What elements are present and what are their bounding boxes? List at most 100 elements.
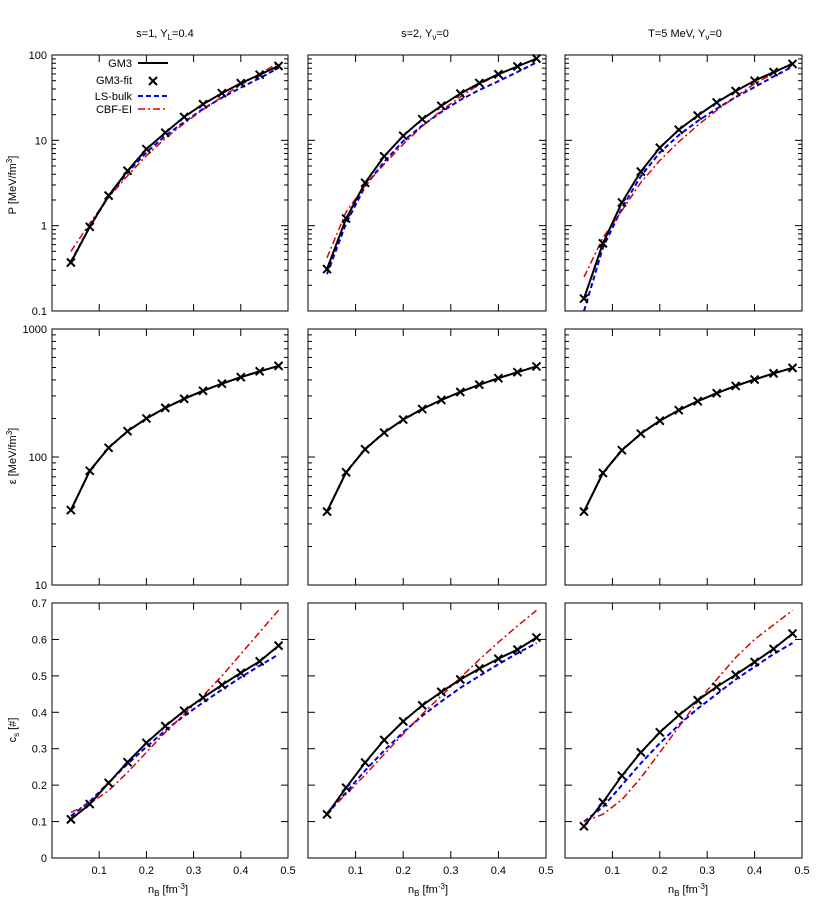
gm3-fit-marker — [198, 99, 208, 109]
gm3-fit-marker — [141, 144, 152, 154]
gm3-fit-marker — [85, 799, 95, 809]
panel-frame — [307, 602, 547, 859]
gm3-fit-marker — [693, 396, 703, 406]
gm3-fit-marker — [198, 693, 208, 703]
gm3-fit-marker — [674, 125, 684, 135]
x-tick-label: 0.2 — [139, 865, 154, 877]
gm3-fit-marker — [512, 61, 523, 72]
y-axis-label-sound-speed: cs [#] — [7, 718, 21, 743]
y-tick-label: 100 — [29, 50, 47, 62]
series-line-gm3 — [70, 644, 280, 821]
series-group — [69, 364, 279, 511]
gm3-fit-marker — [217, 680, 227, 690]
gm3-fit-marker — [417, 114, 427, 124]
series-line-cbf-ei — [326, 58, 537, 259]
series-line-cbf-ei — [70, 365, 279, 511]
series-line-ls-bulk — [69, 364, 279, 511]
x-tick-label: 0.5 — [794, 865, 809, 877]
series-group — [326, 609, 538, 815]
gm3-fit-marker — [674, 710, 684, 720]
series-line-gm3 — [69, 364, 279, 511]
y-tick-label: 0 — [41, 853, 47, 865]
series-line-cbf-ei — [326, 609, 537, 814]
gm3-fit-marker — [322, 506, 332, 517]
y-tick-label: 1000 — [23, 324, 47, 336]
gm3-fit-marker — [617, 197, 627, 208]
series-line-ls-bulk — [326, 61, 537, 275]
gm3-fit-marker — [749, 374, 760, 385]
gm3-fit-marker — [273, 61, 284, 71]
panel-r2-c1: 10 100 1000 — [23, 324, 289, 592]
y-axis-label-pressure: P [MeV/fm3] — [5, 156, 19, 215]
x-tick-label: 0.1 — [605, 865, 620, 877]
series-group — [70, 609, 280, 821]
x-tick-label: 0.4 — [747, 865, 762, 877]
x-axis-label-col1: nB [fm-3] — [148, 882, 188, 898]
panel-frame — [564, 54, 803, 312]
panel-frame — [51, 602, 289, 859]
column-title-1: s=1, YL=0.4 — [136, 28, 193, 42]
series-group — [583, 366, 793, 512]
gm3-fit-marker — [674, 405, 684, 415]
panel-r3-c3: 0.1 0.2 0.3 0.4 0.5 — [564, 602, 810, 877]
gm3-fit-marker — [341, 467, 351, 477]
x-tick-label: 0.3 — [700, 865, 715, 877]
gm3-fit-marker — [322, 809, 332, 819]
legend: GM3 GM3-fit LS-bulk CBF-EI — [95, 58, 168, 116]
gm3-fit-marker — [455, 674, 466, 685]
y-tick-label: 0.5 — [32, 671, 47, 683]
gm3-fit-marker — [254, 366, 265, 377]
gm3-fit-marker — [236, 668, 246, 678]
x-tick-label: 0.2 — [396, 865, 411, 877]
gm3-fit-marker — [617, 445, 627, 455]
gm3-fit-marker — [379, 427, 389, 438]
gm3-fit-marker — [236, 78, 246, 88]
x-tick-label: 0.3 — [186, 865, 201, 877]
x-tick-label: 0.4 — [491, 865, 506, 877]
gm3-fit-marker — [417, 700, 427, 711]
gm3-fit-marker — [617, 770, 627, 781]
x-tick-label: 0.5 — [280, 865, 295, 877]
gm3-fit-marker — [787, 363, 798, 373]
gm3-fit-marker — [474, 78, 485, 88]
x-tick-label: 0.1 — [348, 865, 363, 877]
gm3-fit-marker — [531, 53, 542, 64]
panel-r1-c1: 0.1 1 10 100 — [29, 50, 289, 318]
series-group — [583, 62, 793, 311]
gm3-fit-marker — [655, 142, 665, 153]
gm3-fit-marker — [122, 426, 133, 436]
gm3-fit-marker — [636, 166, 646, 177]
x-tick-label: 0.2 — [652, 865, 667, 877]
gm3-fit-marker — [379, 735, 389, 745]
gm3-fit-marker — [141, 413, 152, 424]
gm3-fit-marker — [66, 257, 76, 268]
gm3-fit-marker — [85, 222, 95, 232]
gm3-fit-marker — [474, 380, 485, 390]
gm3-fit-marker — [598, 238, 608, 249]
gm3-fit-marker — [474, 663, 485, 674]
panel-r3-c2: 0.1 0.2 0.3 0.4 0.5 — [307, 602, 554, 877]
series-line-cbf-ei — [583, 62, 793, 278]
gm3-fit-marker — [198, 386, 208, 396]
gm3-fit-marker — [655, 416, 665, 426]
gm3-fit-marker — [655, 727, 665, 738]
gm3-fit-marker — [273, 361, 284, 371]
series-line-ls-bulk — [583, 366, 793, 512]
gm3-fit-marker — [579, 293, 589, 304]
series-line-ls-bulk — [583, 642, 793, 823]
gm3-fit-marker — [103, 443, 114, 453]
gm3-fit-marker — [122, 757, 133, 767]
gm3-fit-marker — [360, 178, 370, 188]
gm3-fit-marker — [768, 368, 779, 379]
gm3-fit-marker — [66, 814, 76, 825]
series-group — [583, 609, 794, 827]
gm3-fit-marker — [179, 706, 189, 716]
gm3-fit-marker — [341, 213, 351, 224]
gm3-fit-marker — [360, 757, 370, 768]
x-tick-label: 0.5 — [538, 865, 553, 877]
gm3-fit-marker — [693, 110, 703, 121]
panel-r2-c3 — [564, 328, 803, 586]
gm3-fit-marker — [512, 367, 523, 377]
gm3-fit-marker — [787, 59, 798, 69]
